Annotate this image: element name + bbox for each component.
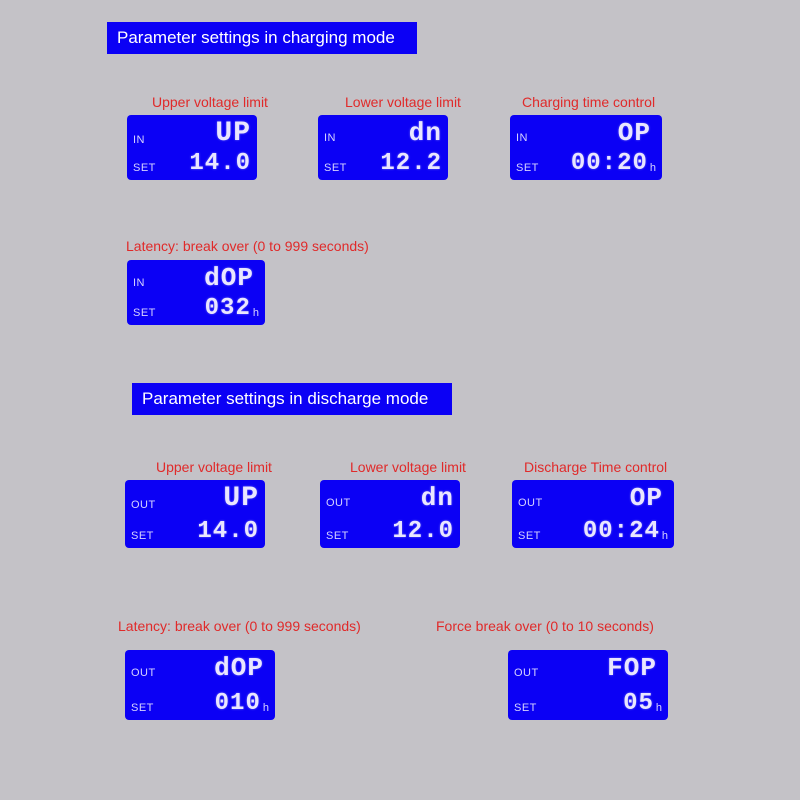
lcd-top-label: OUT [514, 668, 539, 681]
lcd-top-value: dOP [145, 265, 254, 291]
lcd-bot-label: SET [133, 163, 156, 176]
lcd-top-label: IN [133, 135, 145, 148]
caption-discharge-1: Lower voltage limit [350, 459, 466, 475]
lcd-top-label: OUT [326, 498, 351, 511]
lcd-charging-2: INOP SET00:20h [510, 115, 662, 180]
caption-charging-2: Charging time control [522, 94, 655, 110]
caption-charging-3: Latency: break over (0 to 999 seconds) [126, 238, 369, 254]
lcd-bot-value: 14.0 [156, 152, 251, 176]
caption-discharge-0: Upper voltage limit [156, 459, 272, 475]
lcd-charging-0: INUP SET14.0 [127, 115, 257, 180]
lcd-discharge-4: OUTFOP SET05h [508, 650, 668, 720]
lcd-top-label: OUT [131, 668, 156, 681]
caption-charging-1: Lower voltage limit [345, 94, 461, 110]
lcd-discharge-3: OUTdOP SET010h [125, 650, 275, 720]
lcd-bot-value: 00:24 [541, 520, 660, 544]
lcd-top-value: OP [543, 485, 663, 511]
lcd-bot-value: 032 [156, 297, 251, 321]
lcd-bot-label: SET [518, 531, 541, 544]
section-header-charging: Parameter settings in charging mode [107, 22, 417, 54]
lcd-top-value: UP [145, 120, 251, 148]
lcd-bot-value: 14.0 [154, 520, 259, 544]
lcd-top-value: OP [528, 120, 651, 146]
caption-charging-0: Upper voltage limit [152, 94, 268, 110]
lcd-top-value: dn [336, 120, 442, 146]
lcd-suffix: h [662, 531, 668, 544]
lcd-top-value: FOP [539, 655, 657, 681]
lcd-suffix: h [650, 163, 656, 176]
caption-discharge-3: Latency: break over (0 to 999 seconds) [118, 618, 361, 634]
caption-discharge-2: Discharge Time control [524, 459, 667, 475]
lcd-top-value: UP [156, 485, 259, 513]
lcd-top-label: IN [324, 133, 336, 146]
lcd-bot-label: SET [514, 703, 537, 716]
lcd-bot-label: SET [516, 163, 539, 176]
lcd-top-value: dn [351, 485, 454, 511]
lcd-top-value: dOP [156, 655, 264, 681]
lcd-bot-label: SET [133, 308, 156, 321]
lcd-top-label: OUT [518, 498, 543, 511]
lcd-charging-1: INdn SET12.2 [318, 115, 448, 180]
lcd-top-label: IN [516, 133, 528, 146]
lcd-suffix: h [263, 703, 269, 716]
lcd-bot-value: 12.0 [349, 520, 454, 544]
section-header-discharge: Parameter settings in discharge mode [132, 383, 452, 415]
lcd-bot-value: 00:20 [539, 152, 648, 176]
lcd-discharge-2: OUTOP SET00:24h [512, 480, 674, 548]
lcd-bot-value: 010 [154, 692, 261, 716]
lcd-charging-3: INdOP SET032h [127, 260, 265, 325]
lcd-suffix: h [656, 703, 662, 716]
lcd-bot-value: 05 [537, 692, 654, 716]
lcd-bot-label: SET [131, 531, 154, 544]
lcd-top-label: OUT [131, 500, 156, 513]
lcd-bot-value: 12.2 [347, 152, 442, 176]
lcd-suffix: h [253, 308, 259, 321]
lcd-bot-label: SET [324, 163, 347, 176]
lcd-bot-label: SET [131, 703, 154, 716]
lcd-bot-label: SET [326, 531, 349, 544]
caption-discharge-4: Force break over (0 to 10 seconds) [436, 618, 654, 634]
lcd-top-label: IN [133, 278, 145, 291]
lcd-discharge-0: OUTUP SET14.0 [125, 480, 265, 548]
lcd-discharge-1: OUTdn SET12.0 [320, 480, 460, 548]
